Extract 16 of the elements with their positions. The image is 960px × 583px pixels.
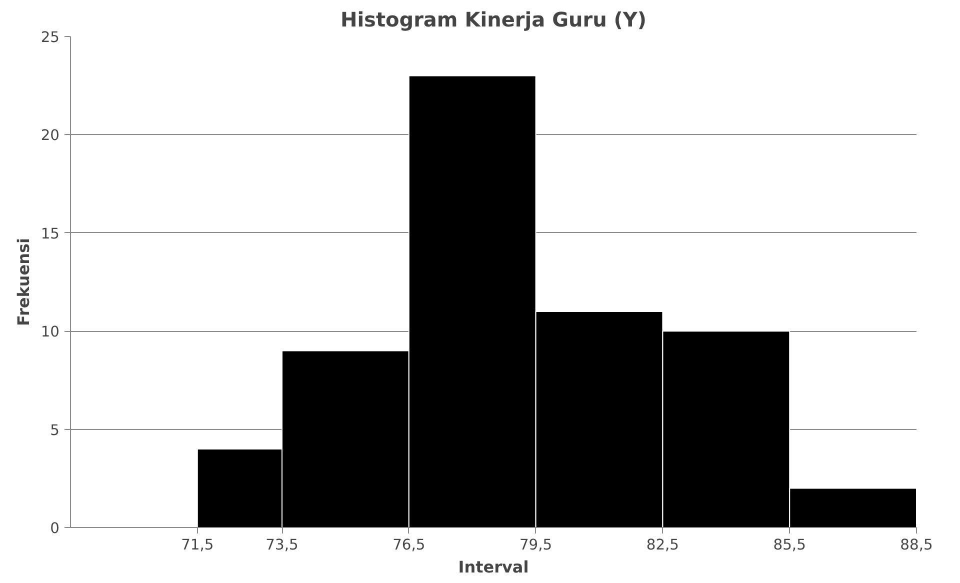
y-tick-label: 15 bbox=[40, 225, 60, 242]
y-tick-label: 20 bbox=[40, 127, 60, 144]
x-tick-label: 76,5 bbox=[392, 536, 426, 554]
x-tick-label: 88,5 bbox=[900, 536, 933, 554]
y-tick-label: 0 bbox=[50, 520, 60, 537]
y-tick-label: 10 bbox=[40, 324, 60, 341]
x-tick-label: 79,5 bbox=[519, 536, 552, 554]
y-tick-label: 25 bbox=[40, 29, 60, 46]
chart-title: Histogram Kinerja Guru (Y) bbox=[340, 8, 647, 32]
x-tick-label: 71,5 bbox=[181, 536, 214, 554]
x-tick-label: 82,5 bbox=[646, 536, 680, 554]
y-tick-label: 5 bbox=[50, 422, 60, 439]
y-axis-title: Frekuensi bbox=[14, 238, 33, 326]
x-axis-title: Interval bbox=[458, 558, 529, 576]
x-tick-label: 85,5 bbox=[773, 536, 806, 554]
x-tick-label: 73,5 bbox=[266, 536, 298, 554]
